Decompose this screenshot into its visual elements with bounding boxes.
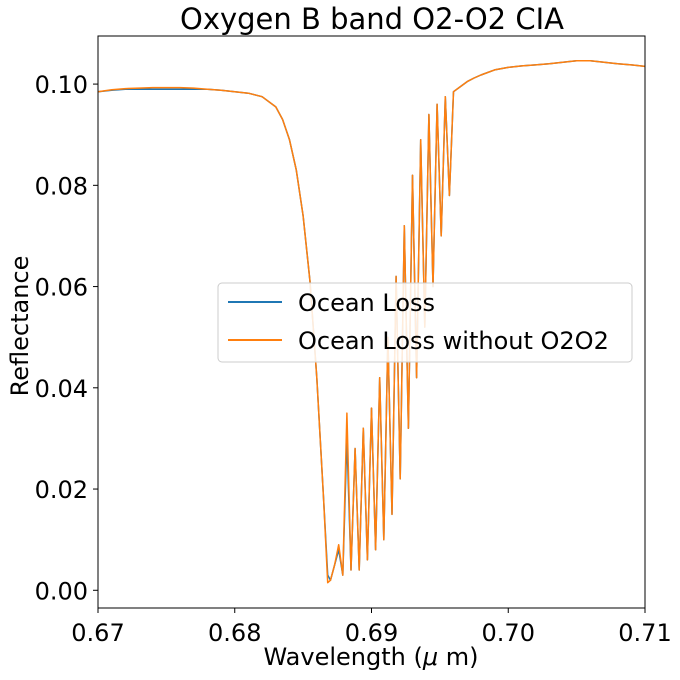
y-tick-label: 0.02 [35, 476, 88, 504]
legend-label-ocean-loss: Ocean Loss [298, 289, 435, 317]
y-tick-label: 0.08 [35, 172, 88, 200]
y-axis: 0.00 0.02 0.04 0.06 0.08 0.10 [35, 71, 98, 605]
x-tick-label: 0.71 [618, 619, 671, 647]
x-tick-label: 0.68 [208, 619, 261, 647]
legend: Ocean Loss Ocean Loss without O2O2 [217, 282, 633, 363]
chart-title: Oxygen B band O2-O2 CIA [180, 2, 564, 36]
x-axis-label: Wavelength (μ m) [263, 643, 478, 671]
y-tick-label: 0.10 [35, 71, 88, 99]
x-axis: 0.67 0.68 0.69 0.70 0.71 [71, 608, 672, 647]
legend-box [217, 282, 633, 363]
legend-label-ocean-loss-without-o2o2: Ocean Loss without O2O2 [298, 327, 609, 355]
series-layer [98, 60, 645, 584]
x-tick-label: 0.70 [482, 619, 535, 647]
y-axis-label: Reflectance [6, 256, 34, 397]
series-line-ocean-loss-without-o2o2 [98, 60, 645, 584]
x-tick-label: 0.69 [345, 619, 398, 647]
y-tick-label: 0.00 [35, 577, 88, 605]
y-tick-label: 0.04 [35, 375, 88, 403]
y-tick-label: 0.06 [35, 274, 88, 302]
x-tick-label: 0.67 [71, 619, 124, 647]
